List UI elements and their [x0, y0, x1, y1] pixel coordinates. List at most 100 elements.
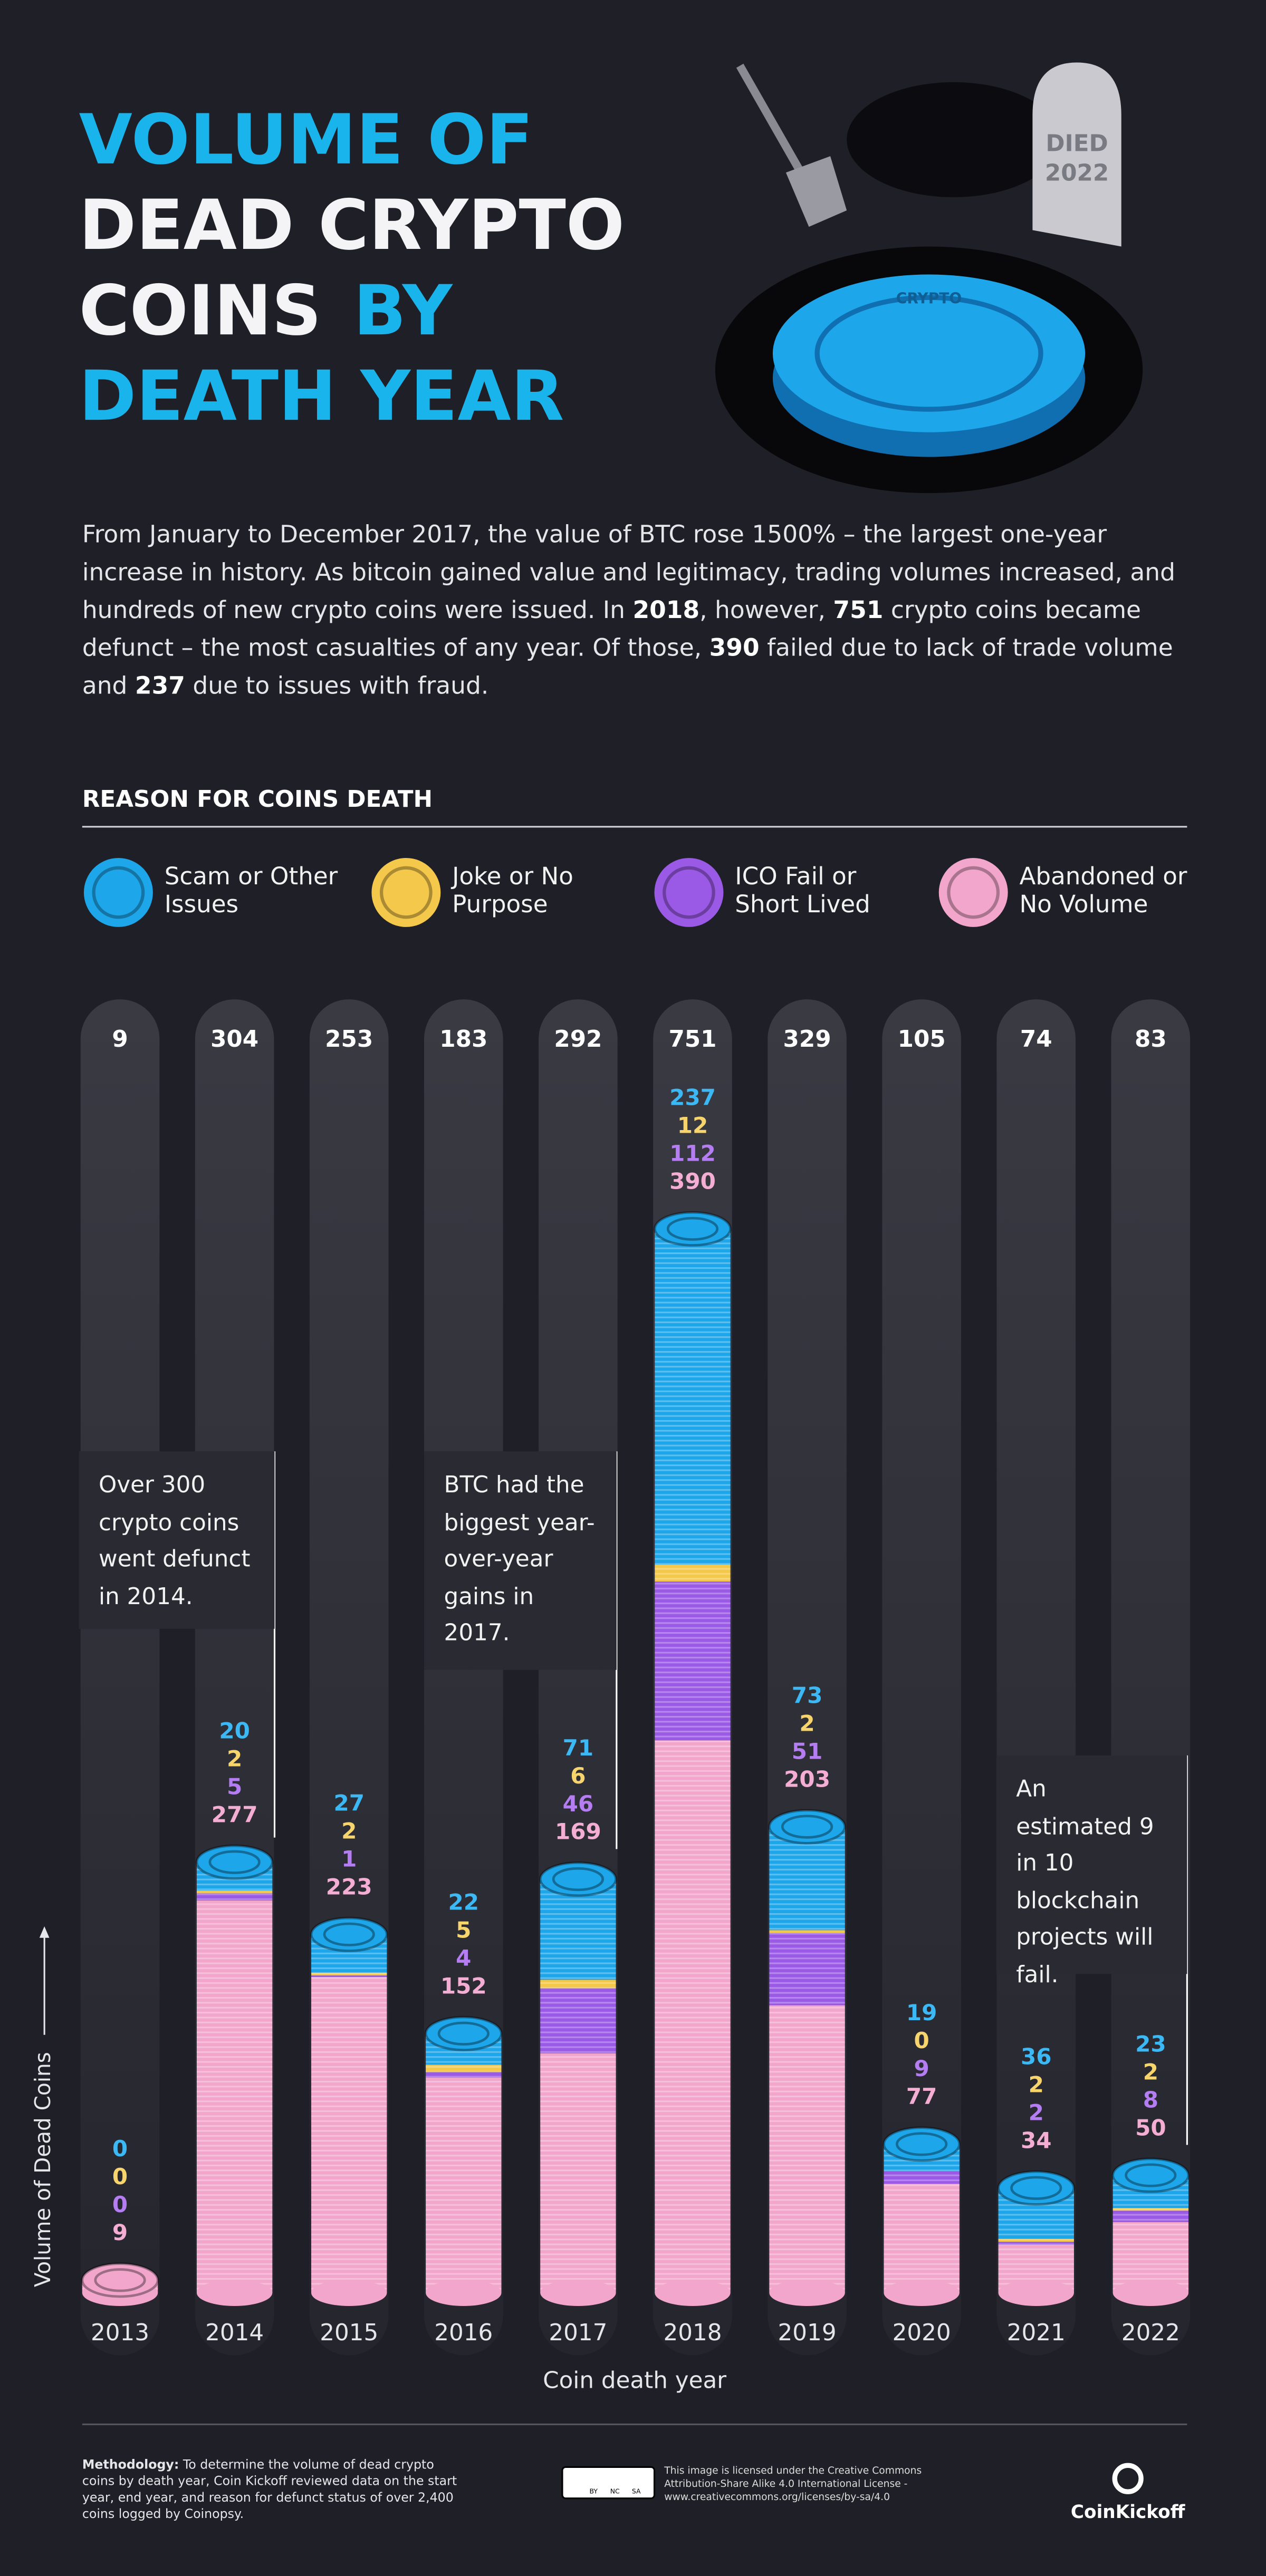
stack-base [884, 2280, 960, 2306]
coin-top-ring [1125, 2163, 1177, 2187]
pillar [996, 999, 1076, 2356]
y-axis-label: Volume of Dead Coins [30, 2052, 55, 2287]
coin-top-ring [781, 1815, 833, 1839]
value-label: 9 [914, 2056, 929, 2081]
coin-top-ring [94, 2268, 146, 2292]
intro: From January to December 2017, the value… [82, 516, 1200, 705]
logo: CoinKickoff [1071, 2502, 1186, 2523]
stripes [655, 1229, 731, 2293]
coin-ring [814, 295, 1043, 412]
value-label: 4 [456, 1945, 471, 1971]
coin-top-ring [1010, 2176, 1062, 2200]
total-label: 74 [1020, 1026, 1052, 1053]
stack-base [311, 2280, 387, 2306]
total-label: 9 [112, 1026, 128, 1053]
value-label: 50 [1135, 2115, 1166, 2140]
total-label: 329 [783, 1026, 831, 1053]
coin-top [768, 1809, 847, 1845]
license-badge-text: BY [589, 2487, 598, 2495]
stripes [998, 2188, 1074, 2293]
legend-icon [938, 858, 1008, 927]
pillar [882, 999, 961, 2356]
stack-base [655, 2280, 731, 2306]
pillar [1111, 999, 1191, 2356]
title-part: DEAD CRYPTO [79, 185, 625, 265]
legend-icon [654, 858, 724, 927]
legend-icon [371, 858, 441, 927]
x-tick-label: 2013 [91, 2320, 149, 2346]
stripes [196, 1862, 273, 2293]
legend-icon-ring [663, 866, 715, 919]
stack-base [540, 2280, 616, 2306]
value-label: 2 [341, 1818, 357, 1844]
legend-label: ICO Fail or Short Lived [735, 864, 870, 919]
legend-icons [83, 858, 1008, 927]
total-label: 304 [210, 1026, 258, 1053]
annotation: BTC had the biggest year-over-year gains… [424, 1451, 617, 1670]
value-label: 2 [1143, 2059, 1158, 2085]
intro-text: , however, [699, 596, 833, 625]
value-label: 223 [326, 1874, 372, 1900]
legend-icon-ring [92, 866, 145, 919]
logo-mark [1112, 2463, 1144, 2494]
shovel-handle [736, 63, 810, 183]
value-label: 2 [1029, 2071, 1044, 2097]
pillar [80, 999, 160, 2356]
x-tick-label: 2019 [778, 2320, 837, 2346]
stack-base [426, 2280, 502, 2306]
x-tick-label: 2021 [1007, 2320, 1066, 2346]
methodology-text: To determine the volume of dead crypto c… [82, 2457, 457, 2522]
value-label: 77 [906, 2083, 937, 2109]
value-label: 0 [112, 2136, 128, 2162]
value-label: 73 [792, 1682, 823, 1708]
value-label: 9 [112, 2220, 128, 2245]
intro-bold: 237 [135, 672, 185, 700]
value-label: 19 [906, 2000, 937, 2025]
stack-base [196, 2280, 273, 2306]
title: VOLUME OF DEAD CRYPTO COINS BY DEATH YEA… [79, 99, 625, 436]
legend-label: Scam or Other Issues [164, 864, 338, 919]
license-badge-text: SA [632, 2487, 641, 2495]
plot: 9201300093042014202527725320152721223183… [80, 999, 1191, 2356]
total-label: 751 [668, 1026, 716, 1053]
coin-top [883, 2126, 961, 2162]
value-label: 71 [563, 1735, 594, 1761]
value-label: 8 [1143, 2087, 1158, 2112]
stripes [769, 1827, 845, 2293]
intro-text: due to issues with fraud. [185, 672, 489, 700]
value-label: 277 [212, 1802, 258, 1828]
coin-top-ring [896, 2132, 948, 2156]
x-tick-label: 2014 [205, 2320, 264, 2346]
stripes [311, 1934, 387, 2293]
value-label: 2 [799, 1710, 814, 1736]
title-part: COINS [79, 270, 322, 351]
legend-label: Abandoned or No Volume [1019, 864, 1187, 919]
value-label: 169 [555, 1819, 601, 1845]
title-part: DEATH YEAR [79, 355, 564, 436]
value-label: 0 [914, 2028, 929, 2053]
tombstone-text: DIED [1046, 130, 1108, 157]
value-label: 237 [669, 1085, 716, 1111]
intro-text: crypto coins became defunct – the most c… [82, 596, 1142, 663]
x-axis-label: Coin death year [543, 2367, 726, 2394]
intro-bold: 390 [709, 634, 760, 663]
value-label: 6 [570, 1763, 586, 1789]
stripes [884, 2144, 960, 2293]
coin-top [1111, 2157, 1190, 2193]
value-label: 112 [669, 1141, 716, 1166]
value-label: 23 [1135, 2031, 1166, 2057]
stripes [1112, 2175, 1189, 2293]
pillar [424, 999, 503, 2356]
value-label: 390 [669, 1169, 716, 1194]
value-label: 46 [563, 1791, 594, 1817]
total-label: 105 [898, 1026, 946, 1053]
intro-bold: 2018 [632, 596, 700, 625]
legend-icon [83, 858, 153, 927]
total-label: 183 [439, 1026, 487, 1053]
stripes [540, 1879, 616, 2293]
legend-icon-ring [947, 866, 1000, 919]
value-label: 51 [792, 1738, 823, 1764]
title-part: BY [353, 270, 454, 351]
value-label: 2 [1029, 2099, 1044, 2125]
